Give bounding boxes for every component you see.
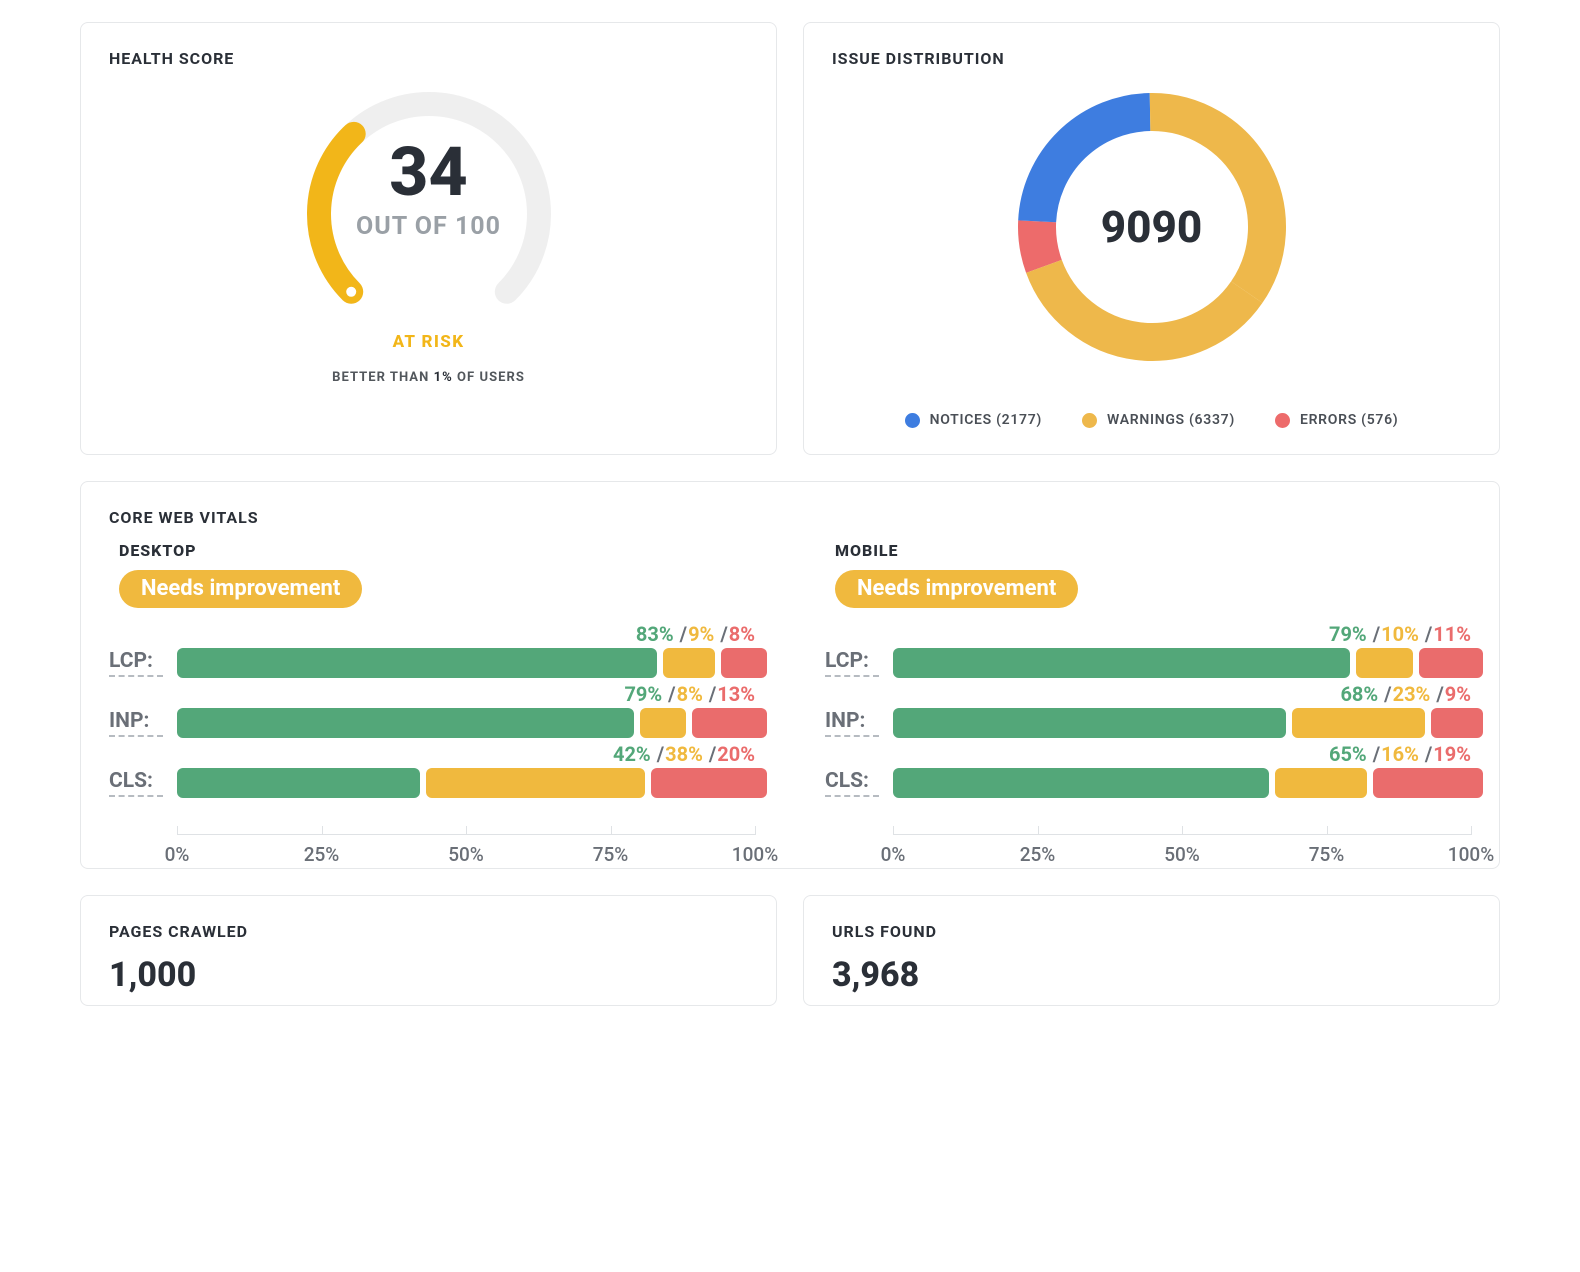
axis-label: 75% xyxy=(593,843,629,866)
health-score-gauge: 34 OUT OF 100 xyxy=(279,84,579,314)
cwv-status-pill: Needs improvement xyxy=(119,570,362,608)
legend-label: WARNINGS (6337) xyxy=(1107,412,1235,428)
seg-good xyxy=(177,648,657,678)
better-prefix: BETTER THAN xyxy=(332,370,433,385)
metric-pcts: 83% /9% /8% xyxy=(177,622,755,646)
seg-bad xyxy=(1431,708,1483,738)
urls-found-value: 3,968 xyxy=(832,955,1471,995)
issue-distribution-card: ISSUE DISTRIBUTION 9090 NOTICES (2177) WA… xyxy=(803,22,1500,455)
axis-label: 75% xyxy=(1309,843,1345,866)
cwv-title: CORE WEB VITALS xyxy=(109,508,1471,527)
axis-label: 25% xyxy=(1020,843,1056,866)
metric-bar xyxy=(893,648,1471,678)
legend-item-notices[interactable]: NOTICES (2177) xyxy=(905,412,1042,428)
axis-label: 100% xyxy=(732,843,778,866)
seg-bad xyxy=(1373,768,1483,798)
pages-crawled-title: PAGES CRAWLED xyxy=(109,922,748,941)
metric-pcts: 42% /38% /20% xyxy=(177,742,755,766)
health-score-title: HEALTH SCORE xyxy=(109,49,748,68)
seg-ok xyxy=(663,648,715,678)
metric-bar xyxy=(893,768,1471,798)
donut-legend: NOTICES (2177) WARNINGS (6337) ERRORS (576… xyxy=(905,412,1399,428)
legend-swatch xyxy=(1082,413,1097,428)
pages-crawled-card: PAGES CRAWLED 1,000 xyxy=(80,895,777,1006)
cwv-axis: 0%25%50%75%100% xyxy=(177,834,755,836)
seg-bad xyxy=(651,768,767,798)
donut-total: 9090 xyxy=(1101,201,1203,253)
metric-cls: 42% /38% /20% CLS: xyxy=(109,742,755,798)
axis-label: 50% xyxy=(1164,843,1200,866)
seg-bad xyxy=(692,708,767,738)
seg-bad xyxy=(721,648,767,678)
metric-label: INP: xyxy=(109,709,163,737)
seg-ok xyxy=(426,768,646,798)
seg-good xyxy=(893,648,1350,678)
dashboard: HEALTH SCORE 34 OUT OF 100 AT RISK BETTE… xyxy=(0,0,1580,1006)
seg-good xyxy=(893,708,1286,738)
metric-lcp: 79% /10% /11% LCP: xyxy=(825,622,1471,678)
stats-row: PAGES CRAWLED 1,000 URLS FOUND 3,968 xyxy=(80,895,1500,1006)
legend-swatch xyxy=(1275,413,1290,428)
seg-good xyxy=(177,768,420,798)
metric-inp: 68% /23% /9% INP: xyxy=(825,682,1471,738)
seg-ok xyxy=(1275,768,1367,798)
cwv-axis: 0%25%50%75%100% xyxy=(893,834,1471,836)
metric-inp: 79% /8% /13% INP: xyxy=(109,682,755,738)
legend-item-warnings[interactable]: WARNINGS (6337) xyxy=(1082,412,1235,428)
legend-label: NOTICES (2177) xyxy=(930,412,1042,428)
seg-good xyxy=(177,708,634,738)
metric-pcts: 79% /8% /13% xyxy=(177,682,755,706)
health-score-subtitle: OUT OF 100 xyxy=(279,212,579,241)
metric-label: LCP: xyxy=(109,649,163,677)
axis-label: 50% xyxy=(448,843,484,866)
seg-ok xyxy=(1292,708,1425,738)
health-score-card: HEALTH SCORE 34 OUT OF 100 AT RISK BETTE… xyxy=(80,22,777,455)
cwv-columns: DESKTOPNeeds improvement83% /9% /8%LCP:7… xyxy=(109,541,1471,836)
cwv-subtitle: DESKTOP xyxy=(119,541,755,560)
donut-box: 9090 xyxy=(1007,82,1297,372)
axis-label: 100% xyxy=(1448,843,1494,866)
metric-label: CLS: xyxy=(109,769,163,797)
seg-good xyxy=(893,768,1269,798)
better-pct: 1% xyxy=(434,370,453,385)
metric-bar xyxy=(177,708,755,738)
legend-swatch xyxy=(905,413,920,428)
donut-center: 9090 xyxy=(1007,82,1297,372)
seg-bad xyxy=(1419,648,1483,678)
metric-pcts: 65% /16% /19% xyxy=(893,742,1471,766)
health-score-better: BETTER THAN 1% OF USERS xyxy=(332,370,525,385)
core-web-vitals-card: CORE WEB VITALS DESKTOP Needs improvement… xyxy=(80,481,1500,869)
cwv-mobile: MOBILE Needs improvement 79% /10% /11% LCP:… xyxy=(825,541,1471,836)
urls-found-title: URLS FOUND xyxy=(832,922,1471,941)
top-row: HEALTH SCORE 34 OUT OF 100 AT RISK BETTE… xyxy=(80,22,1500,455)
metric-pcts: 68% /23% /9% xyxy=(893,682,1471,706)
metric-label: INP: xyxy=(825,709,879,737)
metric-bar xyxy=(893,708,1471,738)
health-score-body: 34 OUT OF 100 AT RISK BETTER THAN 1% OF … xyxy=(109,76,748,385)
seg-ok xyxy=(1356,648,1414,678)
legend-item-errors[interactable]: ERRORS (576) xyxy=(1275,412,1398,428)
health-score-value: 34 xyxy=(279,138,579,206)
metric-pcts: 79% /10% /11% xyxy=(893,622,1471,646)
better-suffix: OF USERS xyxy=(453,370,525,385)
legend-label: ERRORS (576) xyxy=(1300,412,1398,428)
axis-label: 0% xyxy=(165,843,190,866)
seg-ok xyxy=(640,708,686,738)
metric-cls: 65% /16% /19% CLS: xyxy=(825,742,1471,798)
issue-distribution-title: ISSUE DISTRIBUTION xyxy=(832,49,1471,68)
urls-found-card: URLS FOUND 3,968 xyxy=(803,895,1500,1006)
metric-bar xyxy=(177,768,755,798)
metric-lcp: 83% /9% /8% LCP: xyxy=(109,622,755,678)
axis-label: 25% xyxy=(304,843,340,866)
metric-label: CLS: xyxy=(825,769,879,797)
cwv-desktop: DESKTOP Needs improvement 83% /9% /8% LCP: 7… xyxy=(109,541,755,836)
cwv-subtitle: MOBILE xyxy=(835,541,1471,560)
metric-bar xyxy=(177,648,755,678)
donut-wrap: 9090 NOTICES (2177) WARNINGS (6337) ERRORS… xyxy=(832,76,1471,428)
cwv-status-pill: Needs improvement xyxy=(835,570,1078,608)
pages-crawled-value: 1,000 xyxy=(109,955,748,995)
axis-label: 0% xyxy=(881,843,906,866)
gauge-center: 34 OUT OF 100 xyxy=(279,138,579,241)
metric-label: LCP: xyxy=(825,649,879,677)
